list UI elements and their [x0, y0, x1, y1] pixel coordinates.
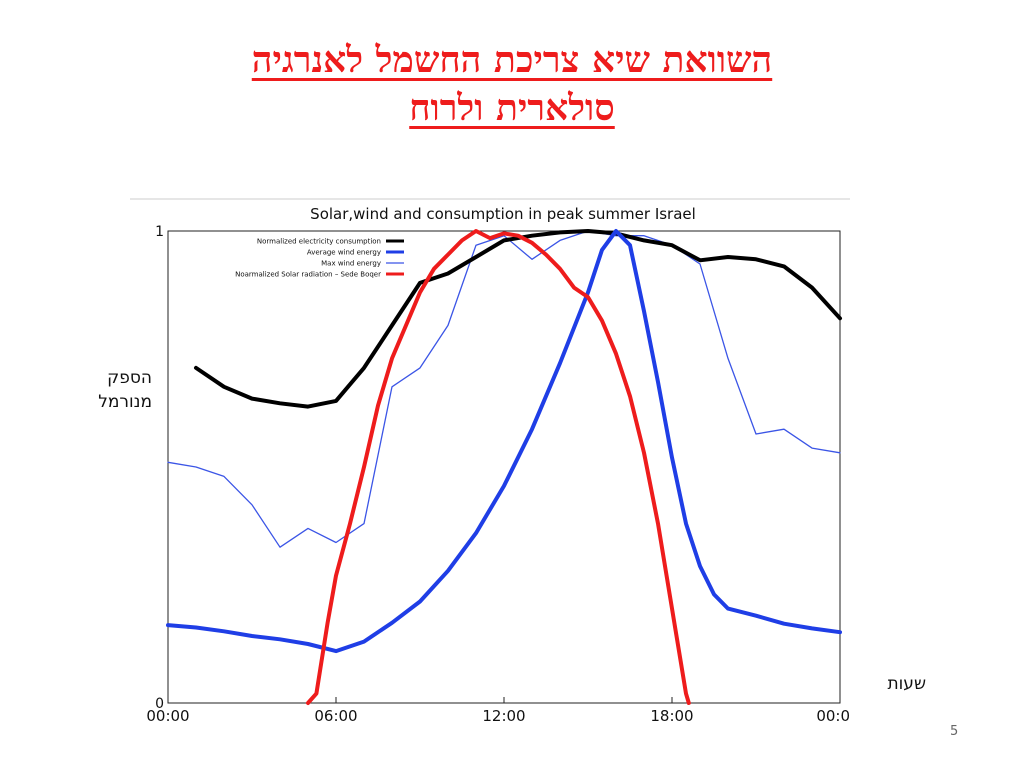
y-axis-label-hebrew: הספק מנורמל [60, 366, 152, 414]
series-line-0 [194, 229, 842, 409]
series-line-2 [167, 230, 841, 548]
y-tick-label: 0 [155, 696, 164, 712]
plot-frame [167, 230, 841, 704]
y-axis-label-line-2: מנורמל [98, 392, 152, 412]
series-lines [166, 229, 842, 705]
legend-label: Average wind energy [307, 249, 381, 257]
x-tick-label: 00:0 [816, 707, 850, 725]
chart-title: Solar,wind and consumption in peak summe… [310, 205, 696, 223]
series-line-1 [166, 229, 842, 654]
slide-number: 5 [950, 724, 959, 739]
x-tick-label: 00:00 [146, 707, 189, 725]
x-tick-label: 06:00 [314, 707, 357, 725]
legend-label: Noarmalized Solar radiation – Sede Boqer [235, 271, 381, 279]
legend-label: Normalized electricity consumption [257, 238, 381, 246]
axis-ticks: 00:00 06:00 12:00 18:00 00:001 [146, 224, 850, 725]
x-axis-label-hebrew: שעות [887, 674, 927, 694]
series-line-3 [306, 229, 691, 705]
x-tick-label: 12:00 [482, 707, 525, 725]
y-axis-label-line-1: הספק [107, 368, 152, 388]
y-tick-label: 1 [155, 224, 164, 240]
legend-label: Max wind energy [321, 260, 381, 268]
x-tick-label: 18:00 [650, 707, 693, 725]
slide-title-line-2: סולארית ולרוח [409, 87, 615, 129]
slide-title-line-1: השוואת שיא צריכת החשמל לאנרגיה [251, 39, 773, 81]
slide-title: השוואת שיא צריכת החשמל לאנרגיה סולארית ו… [0, 36, 1024, 132]
legend: Normalized electricity consumption Averag… [235, 238, 404, 279]
